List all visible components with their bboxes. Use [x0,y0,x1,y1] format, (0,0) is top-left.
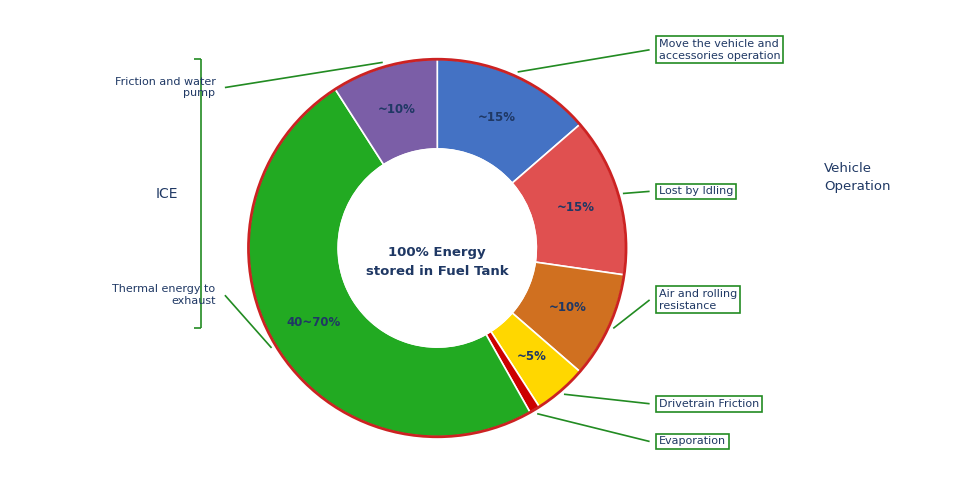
Text: ~15%: ~15% [478,111,516,124]
Wedge shape [486,331,539,412]
Text: Vehicle
Operation: Vehicle Operation [825,162,891,193]
Text: Lost by Idling: Lost by Idling [659,186,733,196]
Wedge shape [249,89,530,437]
Wedge shape [512,124,626,275]
Text: ~10%: ~10% [550,301,587,314]
Text: Evaporation: Evaporation [659,436,727,446]
Text: 100% Energy
stored in Fuel Tank: 100% Energy stored in Fuel Tank [366,246,508,278]
Text: Friction and water
pump: Friction and water pump [114,77,215,98]
Wedge shape [335,59,437,165]
Text: ~10%: ~10% [378,103,416,117]
Text: Move the vehicle and
accessories operation: Move the vehicle and accessories operati… [659,39,780,61]
Text: Drivetrain Friction: Drivetrain Friction [659,399,759,409]
Wedge shape [491,313,579,407]
Text: Air and rolling
resistance: Air and rolling resistance [659,289,737,310]
Text: ~5%: ~5% [517,350,547,363]
Text: ~15%: ~15% [556,201,594,214]
Text: 40~70%: 40~70% [287,316,341,329]
Text: Thermal energy to
exhaust: Thermal energy to exhaust [112,284,215,306]
Wedge shape [437,59,579,183]
Text: ICE: ICE [155,186,178,201]
Wedge shape [512,262,624,372]
Circle shape [338,149,536,347]
